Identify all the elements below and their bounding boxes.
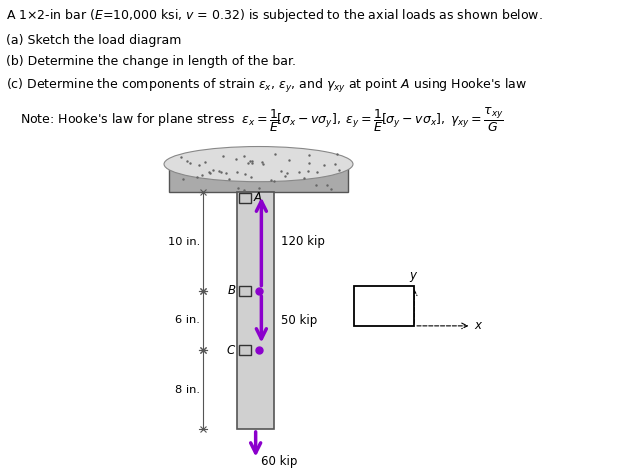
Bar bbox=[354, 286, 414, 326]
Text: $A$: $A$ bbox=[253, 191, 263, 204]
Text: $B$: $B$ bbox=[226, 284, 236, 297]
Text: $y$: $y$ bbox=[409, 270, 419, 284]
Text: Note: Hooke's law for plane stress  $\varepsilon_x = \dfrac{1}{E}\!\left[\sigma_: Note: Hooke's law for plane stress $\var… bbox=[20, 106, 504, 134]
Text: 60 kip: 60 kip bbox=[261, 455, 298, 468]
Bar bbox=[239, 286, 251, 296]
Text: (c) Determine the components of strain $\varepsilon_x$, $\varepsilon_y$, and $\g: (c) Determine the components of strain $… bbox=[6, 77, 527, 95]
Text: 50 kip: 50 kip bbox=[281, 314, 317, 327]
Bar bbox=[239, 345, 251, 355]
Text: $x$: $x$ bbox=[474, 319, 483, 333]
Text: (b) Determine the change in length of the bar.: (b) Determine the change in length of th… bbox=[6, 55, 296, 68]
Text: A 1$\times$2-in bar ($E$=10,000 ksi, $v$ = 0.32) is subjected to the axial loads: A 1$\times$2-in bar ($E$=10,000 ksi, $v$… bbox=[6, 7, 542, 24]
Ellipse shape bbox=[164, 146, 353, 182]
Text: 8 in.: 8 in. bbox=[175, 384, 200, 395]
Text: $A$: $A$ bbox=[379, 300, 389, 312]
Text: 6 in.: 6 in. bbox=[175, 316, 200, 325]
Text: (a) Sketch the load diagram: (a) Sketch the load diagram bbox=[6, 34, 181, 47]
Text: $C$: $C$ bbox=[226, 344, 236, 357]
Bar bbox=[237, 192, 274, 429]
Bar bbox=[169, 164, 349, 192]
Text: 10 in.: 10 in. bbox=[167, 236, 200, 247]
Bar bbox=[239, 193, 251, 203]
Text: 120 kip: 120 kip bbox=[281, 235, 325, 248]
